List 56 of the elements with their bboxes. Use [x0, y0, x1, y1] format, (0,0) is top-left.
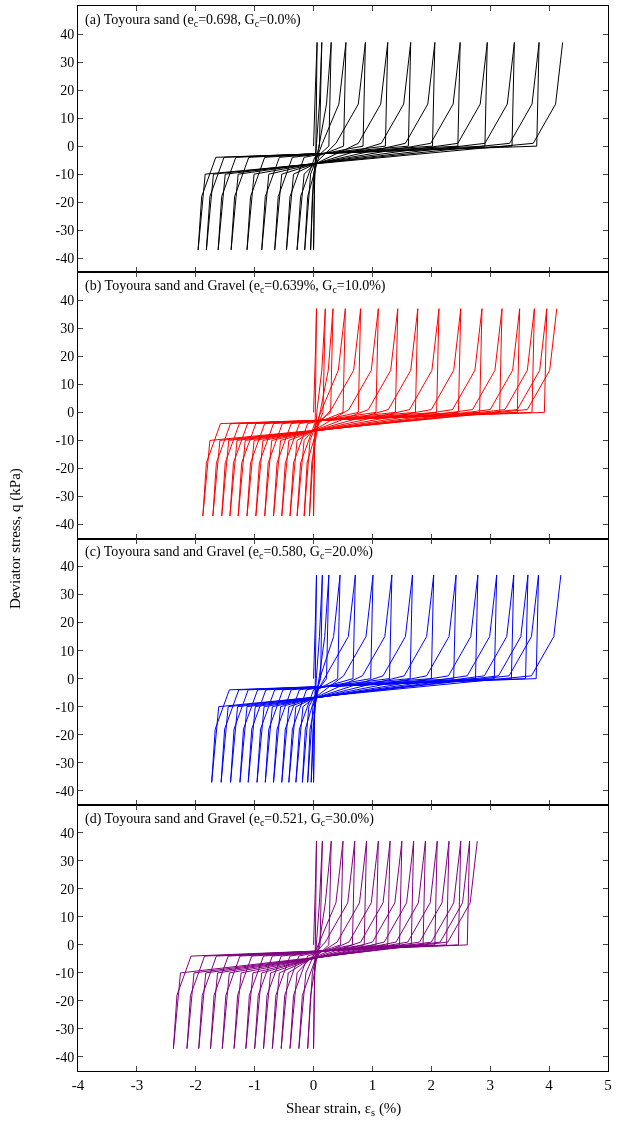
y-tick-label: 20	[60, 881, 75, 897]
y-tick-label: 0	[67, 937, 75, 953]
x-tick-label: 2	[427, 1077, 436, 1093]
text: (d) Toyoura sand and Gravel (e$_{c}$=0.521, G$_{c}$=30.0%)	[85, 811, 375, 828]
line-series	[172, 840, 478, 1050]
chart-title: (c) Toyoura sand and Gravel (e$_{c}$=0.580, G$_{c}$=20.0%)	[85, 544, 374, 561]
y-tick-label: -20	[55, 993, 75, 1009]
y-tick-label: 20	[60, 615, 75, 631]
text: (b) Toyoura sand and Gravel (e$_{c}$=0.639%, G$_{c}$=10.0%)	[85, 278, 386, 295]
y-tick-label: 40	[60, 293, 75, 309]
x-tick-label: 1	[368, 1077, 377, 1093]
y-tick-label: -40	[55, 251, 75, 267]
y-tick-label: -30	[55, 223, 75, 239]
y-tick-label: -30	[55, 1021, 75, 1037]
x-tick-label: 4	[545, 1077, 554, 1093]
y-tick-label: 10	[60, 643, 75, 659]
x-tick-label: -3	[130, 1077, 144, 1093]
line-series	[202, 308, 558, 517]
y-tick-label: 40	[60, 559, 75, 575]
y-tick-label: 30	[60, 54, 75, 70]
y-tick-label: -20	[55, 727, 75, 743]
y-tick-label: -10	[55, 167, 75, 183]
y-tick-label: 10	[60, 111, 75, 127]
y-tick-label: -10	[55, 965, 75, 981]
y-tick-label: -40	[55, 783, 75, 799]
text: (a) Toyoura sand (e$_{c}$=0.698, G$_{c}$=0.0%)	[85, 12, 302, 29]
x-axis-title: Shear strain, ε$_{s}$ (%)	[286, 1100, 402, 1119]
y-tick-label: 40	[60, 825, 75, 841]
y-tick-label: 30	[60, 587, 75, 603]
x-tick-label: -1	[248, 1077, 261, 1093]
y-tick-label: -40	[55, 517, 75, 533]
y-tick-label: -10	[55, 699, 75, 715]
y-tick-label: 30	[60, 321, 75, 337]
y-tick-label: -30	[55, 489, 75, 505]
y-tick-label: 0	[67, 671, 75, 687]
y-tick-label: 30	[60, 853, 75, 869]
y-tick-label: -40	[55, 1049, 75, 1065]
y-tick-label: 10	[60, 377, 75, 393]
y-tick-label: 20	[60, 82, 75, 98]
x-tick-label: -4	[71, 1077, 85, 1093]
y-tick-label: -20	[55, 461, 75, 477]
y-tick-label: -30	[55, 755, 75, 771]
y-tick-label: 10	[60, 909, 75, 925]
y-axis-title: Deviator stress, q (kPa)	[7, 468, 24, 609]
line-series	[197, 41, 564, 251]
y-tick-label: 40	[60, 26, 75, 42]
y-tick-label: 0	[67, 139, 75, 155]
y-tick-label: 0	[67, 405, 75, 421]
line-series	[211, 574, 562, 783]
x-tick-label: 3	[486, 1077, 494, 1093]
y-tick-label: 20	[60, 349, 75, 365]
y-tick-label: -10	[55, 433, 75, 449]
x-tick-label: -2	[189, 1077, 203, 1093]
y-tick-label: -20	[55, 195, 75, 211]
x-tick-label: 5	[604, 1077, 612, 1093]
x-tick-label: 0	[309, 1077, 318, 1093]
